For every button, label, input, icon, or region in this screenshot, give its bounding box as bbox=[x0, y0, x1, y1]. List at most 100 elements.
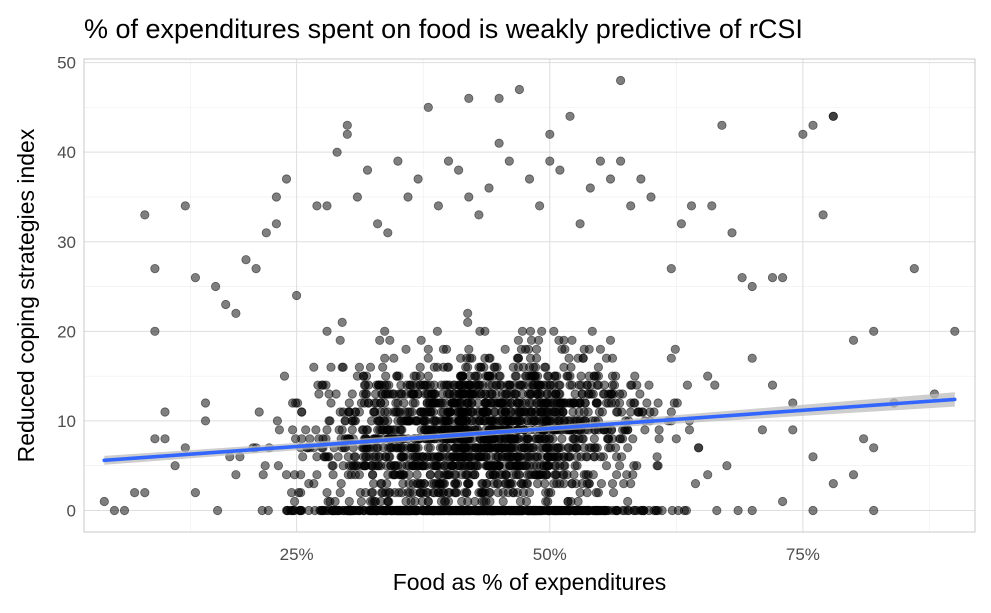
scatter-point bbox=[412, 478, 422, 489]
scatter-point bbox=[427, 478, 437, 489]
scatter-point bbox=[530, 470, 541, 480]
scatter-point bbox=[251, 263, 261, 274]
scatter-point bbox=[349, 416, 359, 426]
scatter-point bbox=[336, 478, 346, 489]
scatter-point bbox=[579, 505, 589, 516]
y-axis-title: Reduced coping strategies index bbox=[13, 128, 39, 462]
scatter-point bbox=[591, 487, 601, 498]
scatter-point bbox=[358, 389, 369, 399]
scatter-point bbox=[472, 389, 482, 399]
scatter-point bbox=[261, 228, 271, 238]
scatter-point bbox=[352, 192, 362, 202]
scatter-point bbox=[513, 353, 524, 363]
scatter-point bbox=[605, 174, 616, 184]
scatter-point bbox=[717, 120, 727, 130]
scatter-point bbox=[572, 461, 582, 471]
scatter-point bbox=[454, 389, 465, 399]
scatter-point bbox=[513, 335, 524, 345]
scatter-point bbox=[542, 443, 552, 453]
scatter-point bbox=[798, 129, 808, 139]
scatter-point bbox=[393, 461, 403, 471]
scatter-point bbox=[297, 434, 307, 444]
scatter-point bbox=[140, 210, 150, 220]
scatter-point bbox=[444, 389, 455, 399]
scatter-point bbox=[337, 317, 347, 327]
scatter-point bbox=[369, 496, 380, 507]
scatter-point bbox=[370, 389, 381, 399]
scatter-point bbox=[221, 299, 231, 310]
scatter-point bbox=[423, 496, 433, 507]
scatter-point bbox=[596, 478, 607, 489]
scatter-point bbox=[503, 416, 513, 426]
scatter-point bbox=[438, 478, 448, 489]
scatter-point bbox=[430, 398, 440, 408]
scatter-point bbox=[119, 505, 130, 516]
scatter-point bbox=[405, 487, 415, 498]
scatter-point bbox=[578, 353, 588, 363]
trend-line-group bbox=[102, 392, 957, 465]
scatter-point bbox=[510, 371, 520, 381]
scatter-point bbox=[516, 407, 527, 417]
scatter-point bbox=[671, 434, 681, 444]
scatter-point bbox=[569, 470, 579, 480]
scatter-point bbox=[442, 461, 453, 471]
scatter-point bbox=[727, 228, 737, 238]
scatter-point bbox=[322, 487, 332, 498]
scatter-point bbox=[500, 344, 510, 354]
scatter-point bbox=[487, 461, 497, 471]
scatter-point bbox=[712, 505, 722, 516]
scatter-point bbox=[611, 470, 622, 480]
scatter-point bbox=[317, 380, 327, 390]
scatter-point bbox=[130, 487, 140, 498]
scatter-point bbox=[381, 505, 391, 516]
scatter-point bbox=[593, 371, 604, 381]
scatter-point bbox=[333, 452, 343, 462]
scatter-point bbox=[279, 371, 290, 381]
scatter-point bbox=[543, 452, 553, 462]
scatter-point bbox=[483, 505, 493, 516]
scatter-point bbox=[595, 156, 606, 166]
scatter-point bbox=[332, 147, 342, 157]
scatter-point bbox=[549, 478, 559, 489]
scatter-point bbox=[464, 478, 474, 489]
scatter-point bbox=[491, 505, 501, 516]
scatter-point bbox=[295, 505, 305, 516]
scatter-point bbox=[367, 487, 378, 498]
scatter-point bbox=[567, 380, 577, 390]
scatter-point bbox=[626, 407, 636, 417]
scatter-point bbox=[500, 389, 510, 399]
scatter-point bbox=[562, 371, 572, 381]
scatter-point bbox=[640, 425, 650, 435]
scatter-point bbox=[575, 487, 585, 498]
scatter-point bbox=[593, 362, 604, 372]
scatter-point bbox=[448, 380, 459, 390]
scatter-point bbox=[438, 487, 448, 498]
scatter-point bbox=[311, 425, 321, 435]
scatter-point bbox=[200, 398, 211, 408]
scatter-point bbox=[326, 362, 336, 372]
x-tick-label: 50% bbox=[533, 545, 567, 564]
scatter-point bbox=[464, 93, 474, 104]
scatter-point bbox=[450, 487, 461, 498]
scatter-point bbox=[582, 380, 592, 390]
scatter-point bbox=[459, 452, 469, 462]
scatter-point bbox=[504, 156, 514, 166]
scatter-point bbox=[418, 416, 428, 426]
scatter-point bbox=[449, 470, 460, 480]
scatter-point bbox=[405, 380, 415, 390]
scatter-point bbox=[452, 505, 463, 516]
scatter-point bbox=[490, 407, 500, 417]
scatter-point bbox=[623, 425, 633, 435]
scatter-point bbox=[468, 470, 478, 480]
scatter-point bbox=[326, 398, 336, 408]
scatter-point bbox=[371, 505, 382, 516]
scatter-point bbox=[542, 470, 552, 480]
scatter-point bbox=[350, 452, 360, 462]
scatter-point bbox=[540, 478, 550, 489]
scatter-point bbox=[549, 380, 559, 390]
scatter-point bbox=[565, 111, 575, 121]
scatter-point bbox=[559, 362, 569, 372]
scatter-point bbox=[710, 380, 720, 390]
scatter-point bbox=[385, 452, 395, 462]
scatter-point bbox=[289, 470, 300, 480]
